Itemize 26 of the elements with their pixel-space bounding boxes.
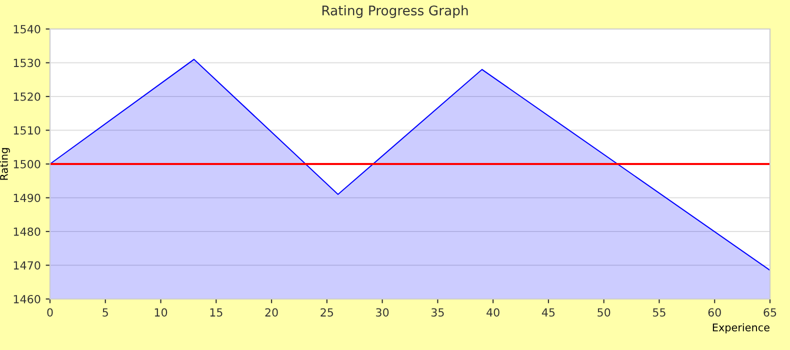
y-tick-label: 1520 — [14, 92, 40, 101]
x-tick-label: 40 — [486, 308, 500, 317]
y-tick-label: 1480 — [14, 227, 40, 236]
x-tick-label: 65 — [764, 308, 776, 317]
x-tick-label: 15 — [210, 308, 222, 317]
y-tick-label: 1460 — [14, 294, 40, 304]
y-tick-label: 1490 — [14, 194, 40, 202]
y-tick-label: 1540 — [14, 24, 40, 34]
x-tick-label: 0 — [47, 308, 53, 317]
x-tick-label: 35 — [431, 308, 444, 317]
y-tick-label: 1530 — [14, 58, 40, 68]
x-tick-label: 30 — [376, 308, 389, 317]
x-tick-label: 5 — [102, 308, 108, 317]
x-tick-label: 10 — [154, 308, 168, 317]
y-tick-label: 1510 — [14, 126, 40, 135]
chart-title: Rating Progress Graph — [322, 5, 468, 18]
x-tick-label: 55 — [653, 308, 666, 317]
x-tick-label: 20 — [265, 308, 278, 317]
x-tick-label: 45 — [542, 308, 555, 317]
x-tick-label: 25 — [320, 308, 334, 317]
y-axis-title: Rating — [0, 148, 10, 180]
x-tick-label: 50 — [598, 308, 610, 317]
y-tick-label: 1470 — [14, 261, 40, 270]
x-axis-title: Experience — [712, 323, 770, 334]
x-tick-label: 60 — [708, 308, 721, 317]
y-tick-label: 1500 — [14, 160, 40, 168]
